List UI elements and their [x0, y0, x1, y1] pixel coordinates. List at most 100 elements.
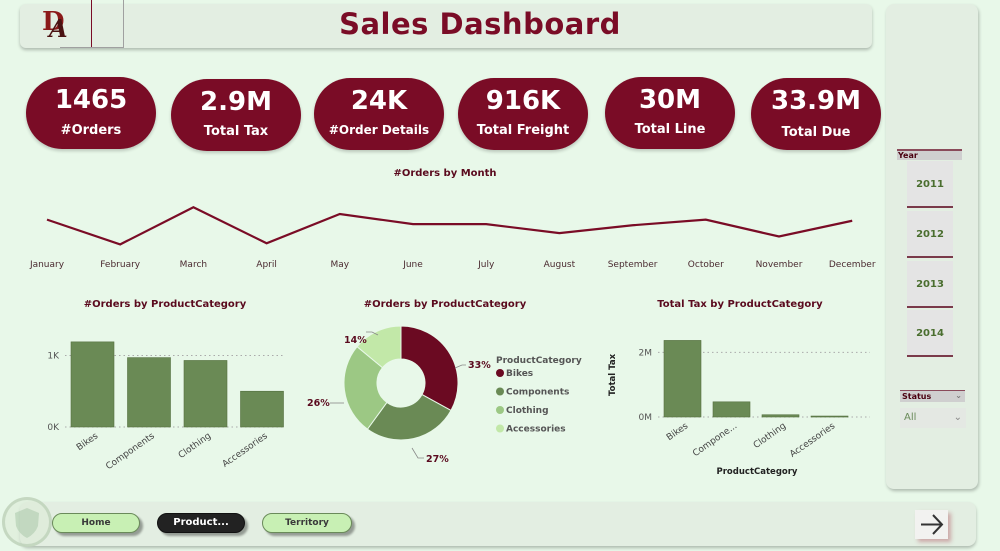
x-tick-label: January	[29, 260, 65, 270]
kpi-order-details: 24K #Order Details	[314, 78, 444, 150]
y-tick-label: 0K	[47, 423, 60, 433]
kpi-total-tax: 2.9M Total Tax	[171, 79, 301, 151]
slice-data-label: 33%	[468, 360, 491, 371]
x-tick-label: November	[756, 260, 803, 270]
year-slicer-header: Year	[897, 149, 962, 160]
logo-frame-bottom	[60, 47, 124, 48]
legend-marker	[496, 369, 504, 377]
next-page-button[interactable]	[915, 510, 948, 539]
year-option-2014[interactable]: 2014	[907, 310, 953, 357]
legend-item-bikes: Bikes	[506, 369, 533, 379]
x-tick-label: October	[688, 260, 724, 270]
bar-compone	[712, 401, 751, 418]
year-option-2012[interactable]: 2012	[907, 211, 953, 258]
status-label: Status	[902, 392, 932, 401]
kpi-value: 24K	[350, 86, 408, 116]
x-tick-label: Accessories	[221, 431, 270, 470]
kpi-value: 33.9M	[770, 86, 862, 116]
tax-by-category-bar-chart: 0M 2M Bikes Compone... Clothing Accessories To…	[608, 340, 870, 477]
logo-frame-right	[123, 0, 124, 48]
chevron-down-icon[interactable]: ⌄	[955, 391, 962, 400]
donut-slice-clothing	[343, 345, 388, 430]
status-slicer-header[interactable]: Status ⌄	[900, 390, 965, 402]
x-tick-label: February	[100, 260, 141, 270]
x-tick-label: July	[477, 260, 495, 270]
legend-item-components: Components	[506, 388, 569, 398]
bar-bikes	[70, 341, 115, 428]
page-title: Sales Dashboard	[339, 7, 621, 41]
x-axis-title: ProductCategory	[717, 467, 798, 477]
x-tick-label: December	[829, 260, 876, 270]
slice-data-label: 14%	[344, 335, 367, 346]
x-tick-label: Compone...	[691, 421, 739, 459]
x-tick-label: April	[256, 260, 277, 270]
nav-territory-button[interactable]: Territory	[262, 513, 352, 533]
kpi-label: #Order Details	[328, 123, 430, 137]
kpi-label: Total Freight	[476, 123, 570, 138]
donut-slice-components	[366, 393, 452, 441]
orders-bar-chart-title: #Orders by ProductCategory	[83, 299, 247, 310]
donut-slice-bikes	[400, 325, 459, 412]
slice-data-label: 27%	[426, 454, 449, 465]
year-option-2013[interactable]: 2013	[907, 261, 953, 308]
kpi-orders: 1465 #Orders	[26, 77, 156, 149]
kpi-label: Total Line	[634, 122, 706, 137]
donut-chart-title: #Orders by ProductCategory	[363, 299, 527, 310]
leader-line	[454, 364, 466, 369]
header-bar	[20, 4, 872, 48]
arrow-right-icon	[921, 514, 944, 535]
kpi-value: 2.9M	[200, 87, 272, 117]
y-tick-label: 2M	[639, 348, 653, 358]
line-chart-title: #Orders by Month	[393, 168, 497, 179]
nav-product-button[interactable]: Product...	[157, 513, 245, 533]
tax-bar-chart-title: Total Tax by ProductCategory	[657, 299, 823, 310]
kpi-total-freight: 916K Total Freight	[458, 78, 588, 150]
x-tick-label: Clothing	[177, 431, 213, 461]
chevron-down-icon: ⌄	[953, 412, 962, 423]
kpi-value: 30M	[638, 85, 702, 115]
legend-title: ProductCategory	[496, 356, 582, 366]
bar-components	[127, 357, 171, 428]
logo-letter-d: D	[42, 7, 65, 37]
legend-item-accessories: Accessories	[506, 425, 566, 435]
bar-clothing	[761, 414, 800, 418]
bar-accessories	[810, 415, 849, 418]
bar-accessories	[240, 390, 284, 428]
leader-line	[411, 447, 424, 459]
donut-slice-accessories	[356, 325, 402, 369]
y-axis-title: Total Tax	[608, 353, 618, 396]
year-option-2011[interactable]: 2011	[907, 161, 953, 208]
x-tick-label: September	[608, 260, 658, 270]
orders-by-category-donut-chart: 33% 27% 26% 14% ProductCategory Bikes Componen…	[307, 325, 582, 465]
x-tick-label: Components	[104, 431, 157, 472]
x-tick-label: Accessories	[788, 421, 837, 460]
orders-by-month-chart: January February March April May June July Augu…	[29, 206, 876, 270]
kpi-label: Total Due	[781, 125, 851, 140]
kpi-label: Total Tax	[203, 124, 269, 139]
status-dropdown[interactable]: All ⌄	[900, 408, 966, 428]
orders-by-category-bar-chart: 0K 1K Bikes Components Clothing Accessories	[47, 341, 285, 472]
x-tick-label: Bikes	[665, 421, 690, 443]
shield-icon	[15, 508, 39, 538]
legend-marker	[496, 424, 504, 433]
nav-home-button[interactable]: Home	[52, 513, 140, 533]
slice-data-label: 26%	[307, 398, 330, 409]
kpi-value: 916K	[485, 86, 561, 116]
watermark-logo	[2, 497, 52, 547]
logo-letter-a: A	[49, 14, 68, 43]
legend-marker	[496, 406, 504, 414]
x-tick-label: May	[330, 260, 349, 270]
legend-item-clothing: Clothing	[506, 406, 549, 416]
kpi-label: #Orders	[60, 123, 122, 138]
y-tick-label: 0M	[639, 413, 653, 423]
logo-divider	[91, 0, 92, 48]
kpi-total-due: 33.9M Total Due	[751, 78, 881, 150]
kpi-value: 1465	[54, 85, 128, 115]
legend-marker	[496, 387, 504, 396]
x-tick-label: March	[180, 260, 207, 270]
logo	[20, 0, 124, 48]
x-tick-label: Clothing	[752, 421, 788, 451]
x-tick-label: Bikes	[75, 431, 100, 453]
bar-bikes	[663, 340, 702, 418]
status-selected-value: All	[904, 412, 917, 423]
